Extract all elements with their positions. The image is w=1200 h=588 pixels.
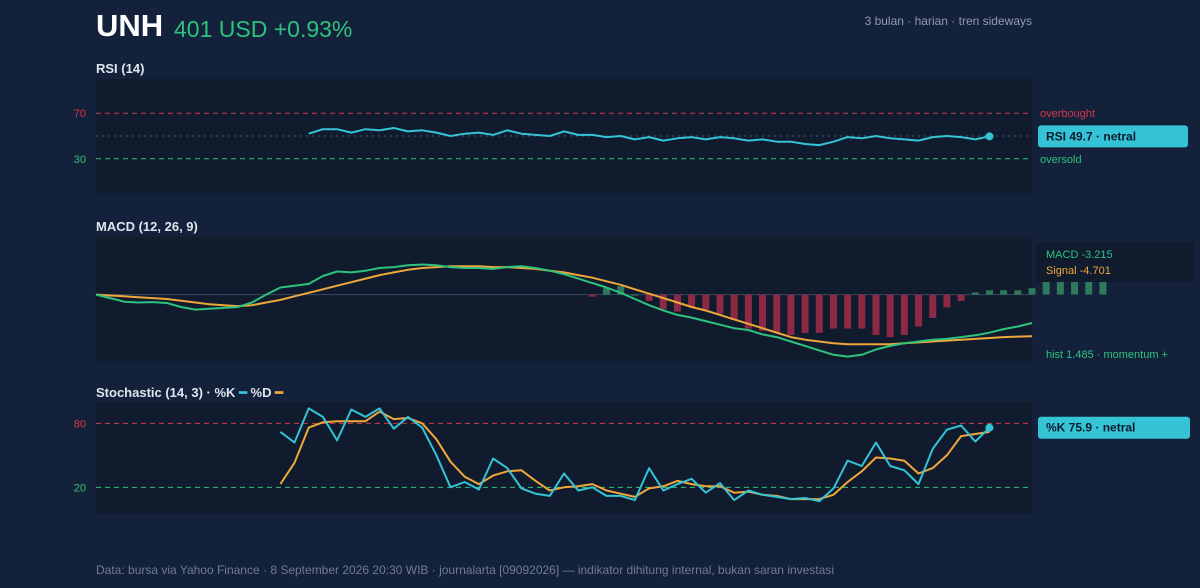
rsi-tick-70: 70 (74, 108, 86, 120)
macd-legend-signal: Signal -4.701 (1046, 265, 1111, 277)
macd-hist-bar (801, 294, 809, 333)
rsi-ref-label-oversold: oversold (1040, 154, 1082, 166)
macd-hist-bar (1071, 271, 1079, 295)
rsi-badge-text: RSI 49.7 · netral (1046, 129, 1136, 143)
macd-hist-bar (702, 294, 710, 310)
macd-hist-bar (943, 294, 951, 308)
stoch-d-line (279, 410, 990, 501)
stoch-k-line (279, 407, 991, 503)
macd-hist-bar (886, 294, 894, 338)
macd-hist-bar (900, 294, 908, 335)
stoch-title-text: Stochastic (14, 3) · %K (96, 385, 236, 400)
macd-hist-bar (844, 294, 852, 329)
stoch-panel-title: Stochastic (14, 3) · %K ━ %D ━ (96, 385, 283, 401)
macd-hist-bar (773, 294, 781, 333)
rsi-tick-30: 30 (74, 154, 86, 166)
stoch-d-legend-swatch: ━ (275, 385, 283, 400)
macd-hist-bar (1000, 290, 1008, 295)
stoch-badge-bg (1038, 416, 1190, 439)
macd-hist-label: hist 1.485 · momentum + (1046, 349, 1168, 361)
macd-hist-bar (858, 294, 866, 329)
stoch-badge-text: %K 75.9 · netral (1046, 421, 1135, 435)
rsi-badge-bg (1038, 125, 1188, 148)
macd-hist-bar (645, 294, 653, 301)
macd-hist-bar (716, 294, 724, 314)
rsi-last-point (985, 132, 994, 141)
rsi-ref-label-overbought: overbought (1040, 108, 1095, 120)
macd-hist-bar (688, 294, 696, 308)
rsi-panel-title: RSI (14) (96, 61, 145, 76)
ticker-title: UNH (96, 8, 164, 43)
macd-hist-bar (631, 294, 639, 296)
macd-line (95, 263, 1033, 358)
macd-hist-bar (829, 294, 837, 329)
macd-hist-bar (744, 294, 752, 329)
macd-hist-bar (1056, 275, 1064, 295)
stoch-d-title: %D (250, 385, 272, 400)
macd-hist-bar (1028, 288, 1036, 295)
macd-legend-macd: MACD -3.215 (1046, 249, 1113, 261)
stoch-tick-20: 20 (74, 482, 86, 494)
macd-hist-bar (603, 288, 611, 295)
macd-hist-bar (617, 286, 625, 295)
footer-source: Data: bursa via Yahoo Finance · 8 Septem… (96, 563, 834, 577)
macd-panel-title: MACD (12, 26, 9) (96, 219, 198, 234)
macd-hist-bar (957, 294, 965, 301)
macd-hist-bar (985, 290, 993, 295)
macd-hist-bar (872, 294, 880, 335)
stoch-k-legend-swatch: ━ (239, 385, 247, 400)
macd-hist-bar (787, 294, 795, 335)
macd-hist-bar (929, 294, 937, 318)
macd-hist-bar (915, 294, 923, 327)
macd-hist-bar (1014, 290, 1022, 295)
macd-hist-bar (588, 294, 596, 297)
macd-hist-bar (759, 294, 767, 331)
period-subtitle: 3 bulan · harian · tren sideways (864, 14, 1032, 28)
macd-hist-bar (1042, 281, 1050, 295)
macd-legend-box (1036, 242, 1194, 282)
rsi-line (308, 127, 990, 147)
macd-signal-line (95, 265, 1033, 346)
macd-hist-bar (659, 294, 667, 310)
macd-hist-bar (971, 292, 979, 295)
price-change: 401 USD +0.93% (174, 16, 353, 42)
stoch-last-point (985, 423, 994, 432)
stoch-tick-80: 80 (74, 418, 86, 430)
macd-hist-bar (730, 294, 738, 321)
macd-hist-bar (815, 294, 823, 333)
